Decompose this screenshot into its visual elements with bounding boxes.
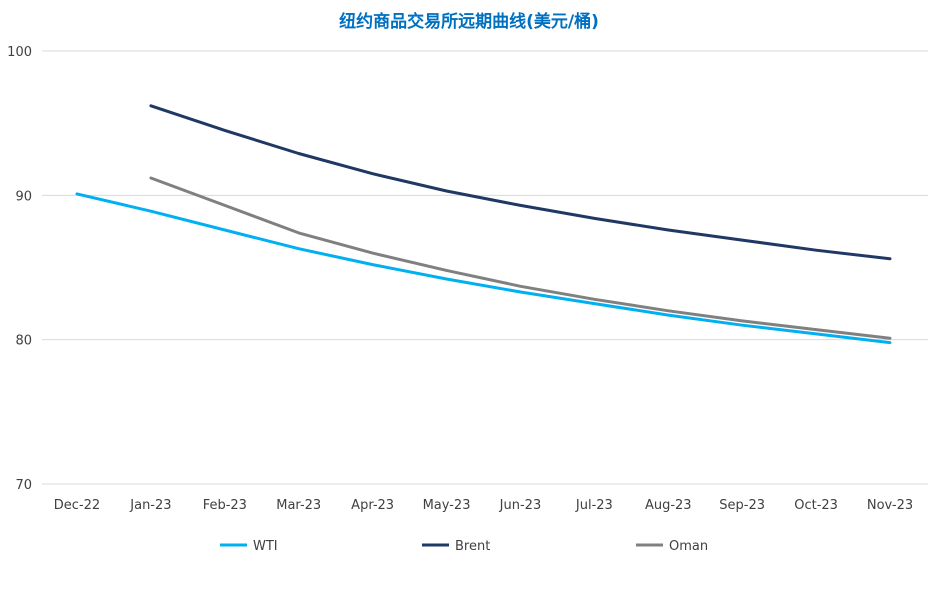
x-tick-label: Dec-22	[54, 498, 100, 513]
y-tick-label: 90	[15, 189, 32, 204]
y-tick-label: 100	[7, 45, 32, 60]
series-lines	[75, 104, 892, 345]
x-tick-label: Jun-23	[499, 498, 542, 513]
legend-label-brent: Brent	[455, 539, 490, 554]
y-tick-label: 80	[15, 334, 32, 349]
series-line-wti	[75, 192, 892, 345]
legend-label-wti: WTI	[253, 539, 278, 554]
x-tick-label: Jul-23	[575, 498, 613, 513]
chart-title: 纽约商品交易所远期曲线(美元/桶)	[339, 11, 599, 32]
x-tick-label: Sep-23	[719, 498, 765, 513]
x-tick-label: Oct-23	[794, 498, 838, 513]
x-tick-label: Feb-23	[203, 498, 247, 513]
x-tick-label: Jan-23	[129, 498, 171, 513]
series-line-brent	[149, 104, 892, 261]
gridlines	[42, 50, 928, 485]
x-axis-tick-labels: Dec-22 Jan-23 Feb-23 Mar-23 Apr-23 May-23 Jun-…	[54, 498, 913, 513]
y-axis-tick-labels: 70 80 90 100	[7, 45, 32, 493]
x-tick-label: May-23	[423, 498, 471, 513]
x-tick-label: Apr-23	[351, 498, 394, 513]
x-tick-label: Aug-23	[645, 498, 692, 513]
y-tick-label: 70	[15, 478, 32, 493]
legend: WTI Brent Oman	[220, 539, 708, 554]
series-line-oman	[149, 176, 892, 340]
legend-label-oman: Oman	[669, 539, 708, 554]
x-tick-label: Mar-23	[276, 498, 321, 513]
x-tick-label: Nov-23	[867, 498, 913, 513]
